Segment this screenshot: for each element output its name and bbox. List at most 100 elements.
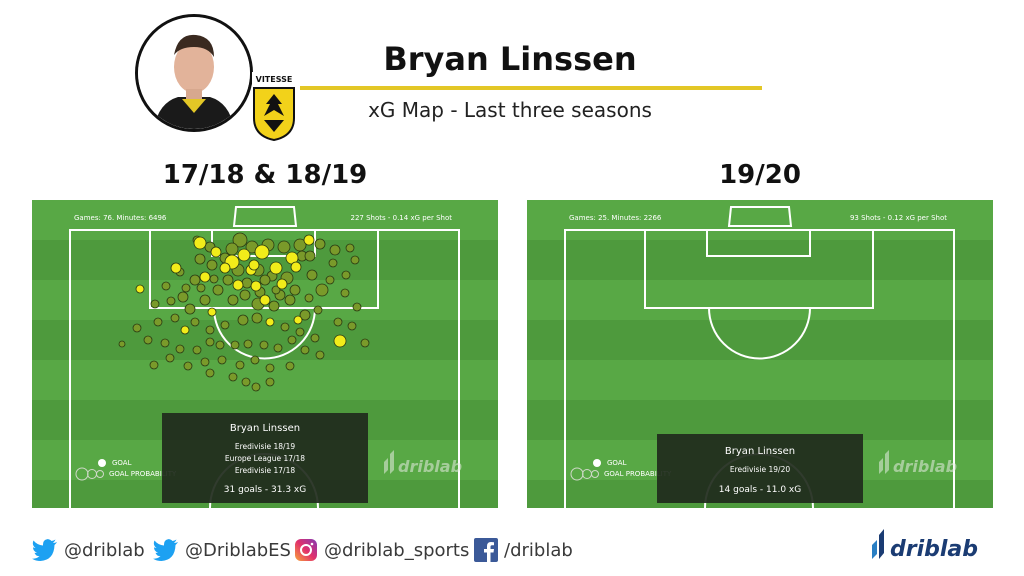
goal-shot-point <box>210 246 222 258</box>
shot-point <box>289 284 301 296</box>
goal-shot-point <box>250 280 262 292</box>
shot-point <box>285 361 295 371</box>
club-badge: VITESSE <box>250 70 298 142</box>
shot-point <box>341 270 351 280</box>
shot-point <box>175 344 185 354</box>
twitter-link-driblabes[interactable]: @DriblabES <box>153 536 291 564</box>
driblab-watermark: driblab <box>879 450 957 476</box>
shot-point <box>345 243 355 253</box>
goal-shot-point <box>237 248 251 262</box>
shot-point <box>265 377 275 387</box>
shot-point <box>325 275 335 285</box>
legend-goal: GOAL <box>112 459 132 467</box>
box-competition: Eredivisie 19/20 <box>730 465 790 474</box>
goal-shot-point <box>276 278 288 290</box>
facebook-link[interactable]: /driblab <box>474 536 573 564</box>
shot-point <box>153 317 163 327</box>
shot-point <box>132 323 142 333</box>
shot-point <box>190 317 200 327</box>
shot-point <box>189 274 201 286</box>
shot-point <box>250 355 260 365</box>
shot-point <box>360 338 370 348</box>
shot-point <box>284 294 296 306</box>
goal-shot-point <box>265 317 275 327</box>
twitter-handle: @driblab <box>64 539 145 561</box>
shot-point <box>340 288 350 298</box>
shot-point <box>194 253 206 265</box>
box-player: Bryan Linssen <box>725 446 795 457</box>
twitter-icon <box>32 539 57 561</box>
shot-point <box>299 309 311 321</box>
player-photo <box>135 14 253 132</box>
shot-point <box>230 340 240 350</box>
shot-markers <box>118 232 370 392</box>
shot-point <box>328 258 338 268</box>
shot-point <box>205 368 215 378</box>
shot-point <box>220 320 230 330</box>
shot-point <box>209 274 219 284</box>
instagram-icon <box>295 539 317 561</box>
shot-point <box>235 360 245 370</box>
shot-point <box>329 244 341 256</box>
shot-point <box>259 274 271 286</box>
shot-point <box>287 335 297 345</box>
box-player: Bryan Linssen <box>230 423 300 434</box>
box-competition: Eredivisie 18/19 <box>235 442 295 451</box>
pitch-left: Games: 76. Minutes: 6496 227 Shots - 0.1… <box>32 200 498 508</box>
instagram-handle: @driblab_sports <box>324 539 470 561</box>
goal-shot-point <box>199 271 211 283</box>
legend-probability: GOAL PROBABILITY <box>604 470 672 478</box>
shot-point <box>273 343 283 353</box>
pitch-right: Games: 25. Minutes: 2266 93 Shots - 0.12… <box>527 200 993 508</box>
shot-point <box>241 377 251 387</box>
period-label-right: 19/20 <box>719 160 801 190</box>
goal-shot-point <box>254 244 270 260</box>
shot-point <box>149 360 159 370</box>
shot-point <box>268 300 280 312</box>
shot-point <box>181 283 191 293</box>
shot-point <box>251 312 263 324</box>
goal-shot-point <box>269 261 283 275</box>
shot-point <box>206 259 218 271</box>
shot-point <box>347 321 357 331</box>
goal-shot-point <box>293 315 303 325</box>
shot-point <box>259 340 269 350</box>
shot-point <box>200 357 210 367</box>
period-label-left: 17/18 & 18/19 <box>162 160 368 190</box>
shot-point <box>243 339 253 349</box>
shot-point <box>350 255 360 265</box>
shot-point <box>143 335 153 345</box>
shot-point <box>227 294 239 306</box>
games-minutes: Games: 25. Minutes: 2266 <box>569 214 662 222</box>
xg-map-left: Games: 76. Minutes: 6496 227 Shots - 0.1… <box>32 200 498 508</box>
shot-point <box>310 333 320 343</box>
shot-point <box>118 340 126 348</box>
shot-point <box>304 250 316 262</box>
shot-point <box>277 240 291 254</box>
title-underline <box>300 86 762 90</box>
shot-point <box>165 353 175 363</box>
shot-point <box>239 289 251 301</box>
twitter-link-driblab[interactable]: @driblab <box>32 536 145 564</box>
goal-shot-point <box>180 325 190 335</box>
shot-point <box>237 314 249 326</box>
shot-point <box>280 322 290 332</box>
goal-shot-point <box>135 284 145 294</box>
shot-point <box>184 303 196 315</box>
shot-point <box>251 382 261 392</box>
badge-text: VITESSE <box>256 75 293 84</box>
instagram-link[interactable]: @driblab_sports <box>294 536 469 564</box>
shot-point <box>160 338 170 348</box>
shot-point <box>315 283 329 297</box>
shot-point <box>212 284 224 296</box>
watermark-text: driblab <box>893 457 957 476</box>
shot-point <box>150 299 160 309</box>
legend-goal: GOAL <box>607 459 627 467</box>
shot-point <box>352 302 362 312</box>
goal-shot-point <box>303 234 315 246</box>
shots-summary: 93 Shots - 0.12 xG per Shot <box>850 214 947 222</box>
driblab-logo: driblab <box>866 523 1006 563</box>
shot-point <box>228 372 238 382</box>
shot-point <box>205 337 215 347</box>
shot-point <box>300 345 310 355</box>
